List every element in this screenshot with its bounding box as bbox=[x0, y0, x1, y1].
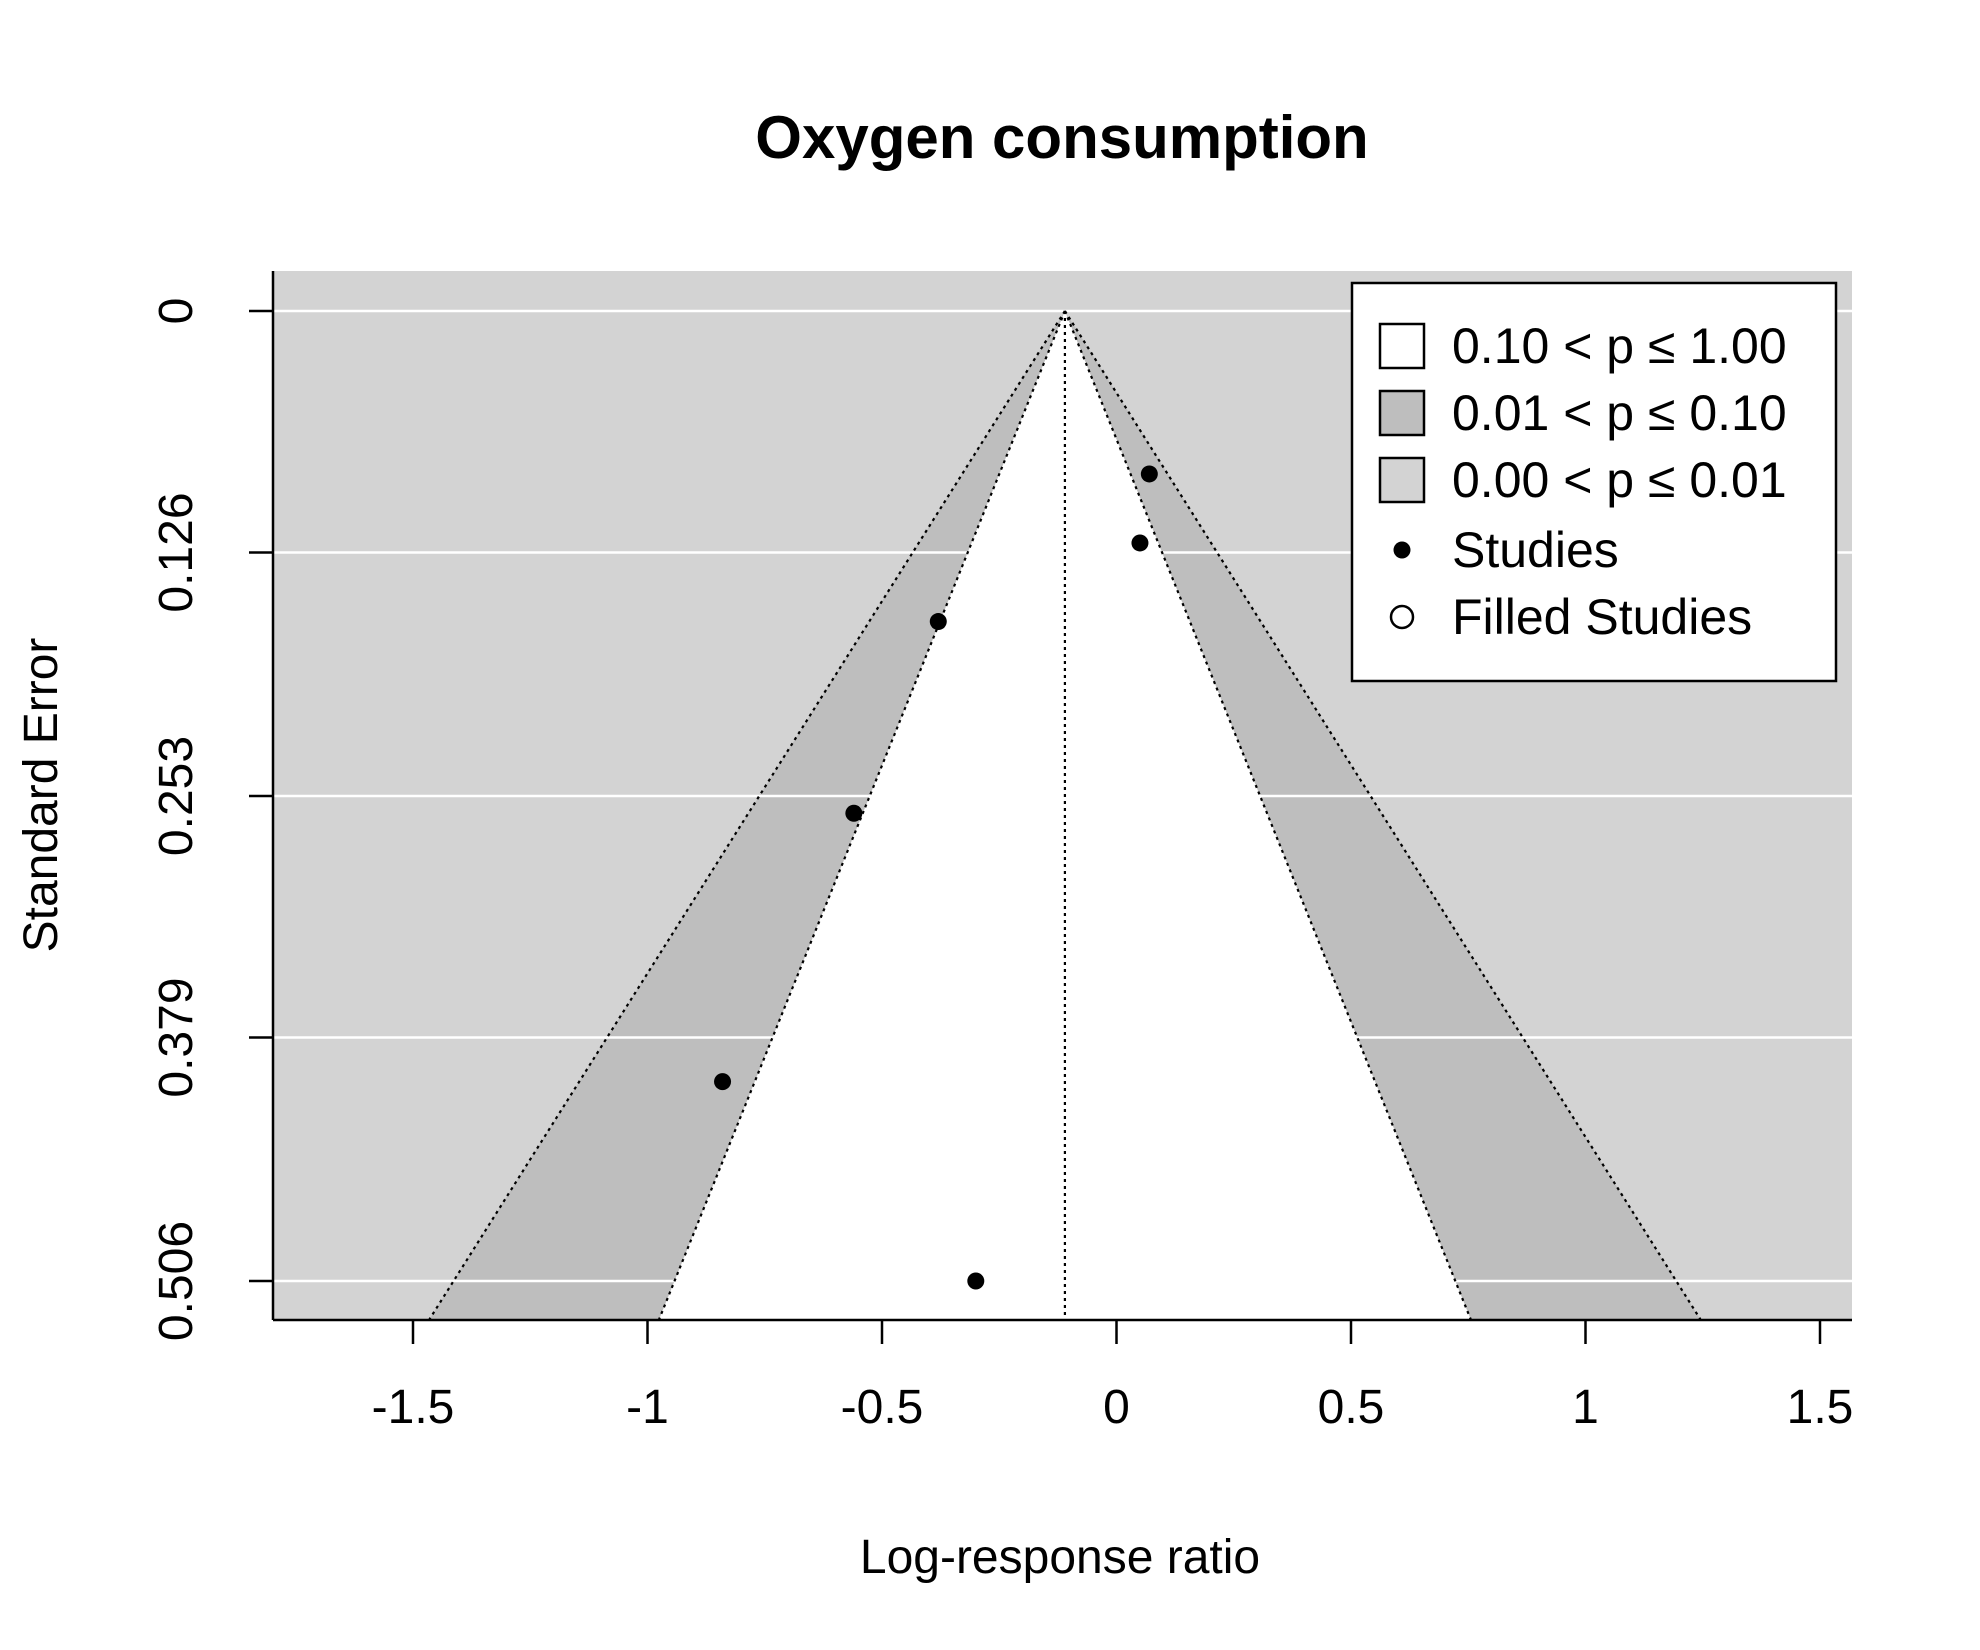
legend-label: 0.10 < p ≤ 1.00 bbox=[1452, 318, 1787, 374]
y-axis: 0 0.126 0.253 0.379 0.506 bbox=[150, 271, 275, 1341]
axes: -1.5 -1 -0.5 0 0.5 1 1.5 0 0.126 0.253 0.379 0.506 bbox=[150, 271, 1853, 1434]
x-tick-label: 1.5 bbox=[1787, 1381, 1854, 1434]
legend-marker-open bbox=[1389, 604, 1415, 630]
study-point bbox=[1131, 534, 1149, 552]
legend-label: 0.01 < p ≤ 0.10 bbox=[1452, 385, 1787, 441]
chart-title: Oxygen consumption bbox=[755, 104, 1368, 171]
funnel-boundary-line bbox=[1063, 310, 1702, 1320]
legend-box bbox=[1350, 281, 1838, 683]
legend: 0.10 < p ≤ 1.00 0.01 < p ≤ 0.10 0.00 < p ≤… bbox=[1350, 281, 1838, 683]
legend-swatch bbox=[1378, 389, 1426, 437]
x-axis: -1.5 -1 -0.5 0 0.5 1 1.5 bbox=[273, 1318, 1854, 1434]
x-tick-label: -1 bbox=[626, 1381, 669, 1434]
y-tick-label: 0.379 bbox=[150, 977, 203, 1097]
x-axis-title: Log-response ratio bbox=[860, 1531, 1260, 1584]
x-tick-label: -0.5 bbox=[841, 1381, 924, 1434]
study-point bbox=[845, 804, 863, 822]
study-point bbox=[1140, 465, 1158, 483]
x-tick-label: 1 bbox=[1572, 1381, 1599, 1434]
funnel-boundary-line bbox=[428, 310, 1066, 1320]
legend-swatch bbox=[1378, 322, 1426, 370]
y-axis-title: Standard Error bbox=[15, 638, 68, 953]
legend-swatch bbox=[1378, 456, 1426, 504]
legend-label: 0.00 < p ≤ 0.01 bbox=[1452, 452, 1787, 508]
y-tick-label: 0 bbox=[150, 298, 203, 325]
x-tick-label: 0 bbox=[1103, 1381, 1130, 1434]
study-point bbox=[967, 1272, 985, 1290]
x-tick-label: -1.5 bbox=[372, 1381, 455, 1434]
legend-marker-filled bbox=[1393, 541, 1411, 559]
legend-label: Filled Studies bbox=[1452, 589, 1752, 645]
funnel-lines bbox=[428, 310, 1702, 1320]
legend-label: Studies bbox=[1452, 522, 1619, 578]
study-points bbox=[714, 465, 1158, 1290]
y-tick-label: 0.506 bbox=[150, 1221, 203, 1341]
funnel-boundary-line bbox=[658, 310, 1066, 1320]
study-point bbox=[929, 613, 947, 631]
y-tick-label: 0.126 bbox=[150, 492, 203, 612]
funnel-boundary-line bbox=[1063, 310, 1472, 1320]
y-tick-label: 0.253 bbox=[150, 736, 203, 856]
x-tick-label: 0.5 bbox=[1318, 1381, 1385, 1434]
study-point bbox=[714, 1073, 732, 1091]
